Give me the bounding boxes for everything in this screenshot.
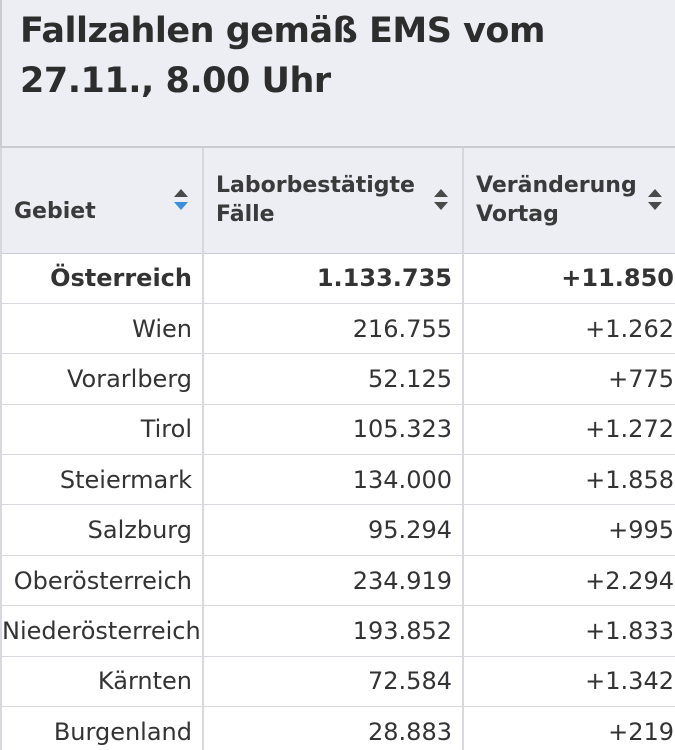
column-header-change[interactable]: Veränderung Vortag [462,146,675,254]
table-row-total: Österreich 1.133.735 +11.850 [0,253,675,304]
region-cell: Oberösterreich [0,555,203,607]
cases-cell: 193.852 [202,605,463,657]
change-cell: +1.342 [462,656,675,708]
change-cell: +1.272 [462,404,675,456]
column-header-label: Veränderung Vortag [476,173,637,228]
cases-cell: 28.883 [202,706,463,750]
change-cell: +11.850 [462,253,675,304]
change-cell: +1.833 [462,605,675,657]
region-cell: Niederösterreich [0,605,203,657]
cases-cell: 95.294 [202,504,463,556]
change-cell: +995 [462,504,675,556]
column-header-region[interactable]: Gebiet [0,146,203,254]
cases-cell: 216.755 [202,303,463,355]
region-cell: Vorarlberg [0,353,203,405]
table-row: Burgenland 28.883 +219 [0,706,675,750]
table-row: Kärnten 72.584 +1.342 [0,656,675,708]
region-cell: Kärnten [0,656,203,708]
change-cell: +1.858 [462,454,675,506]
sort-icon[interactable] [646,187,664,213]
region-cell: Steiermark [0,454,203,506]
region-cell: Wien [0,303,203,355]
column-header-cases[interactable]: Laborbestätigte Fälle [202,146,463,254]
cases-cell: 1.133.735 [202,253,463,304]
cases-cell: 234.919 [202,555,463,607]
table-row: Vorarlberg 52.125 +775 [0,353,675,405]
cases-cell: 72.584 [202,656,463,708]
table-row: Wien 216.755 +1.262 [0,303,675,355]
change-cell: +219 [462,706,675,750]
cases-table: Gebiet Laborbestätigte Fälle [0,146,675,750]
region-cell: Österreich [0,253,203,304]
table-header-row: Gebiet Laborbestätigte Fälle [0,146,675,254]
cases-cell: 134.000 [202,454,463,506]
region-cell: Burgenland [0,706,203,750]
change-cell: +1.262 [462,303,675,355]
change-cell: +2.294 [462,555,675,607]
cases-cell: 105.323 [202,404,463,456]
title-box: Fallzahlen gemäß EMS vom 27.11., 8.00 Uh… [0,0,675,146]
table-row: Niederösterreich 193.852 +1.833 [0,605,675,657]
sort-active-icon[interactable] [172,187,190,213]
column-header-label: Laborbestätigte Fälle [216,173,415,228]
table-row: Steiermark 134.000 +1.858 [0,454,675,506]
region-cell: Tirol [0,404,203,456]
table-row: Salzburg 95.294 +995 [0,504,675,556]
column-header-label: Gebiet [14,198,96,224]
page-title: Fallzahlen gemäß EMS vom 27.11., 8.00 Uh… [20,11,545,101]
sort-icon[interactable] [432,187,450,213]
table-row: Oberösterreich 234.919 +2.294 [0,555,675,607]
region-cell: Salzburg [0,504,203,556]
table-row: Tirol 105.323 +1.272 [0,404,675,456]
change-cell: +775 [462,353,675,405]
cases-cell: 52.125 [202,353,463,405]
